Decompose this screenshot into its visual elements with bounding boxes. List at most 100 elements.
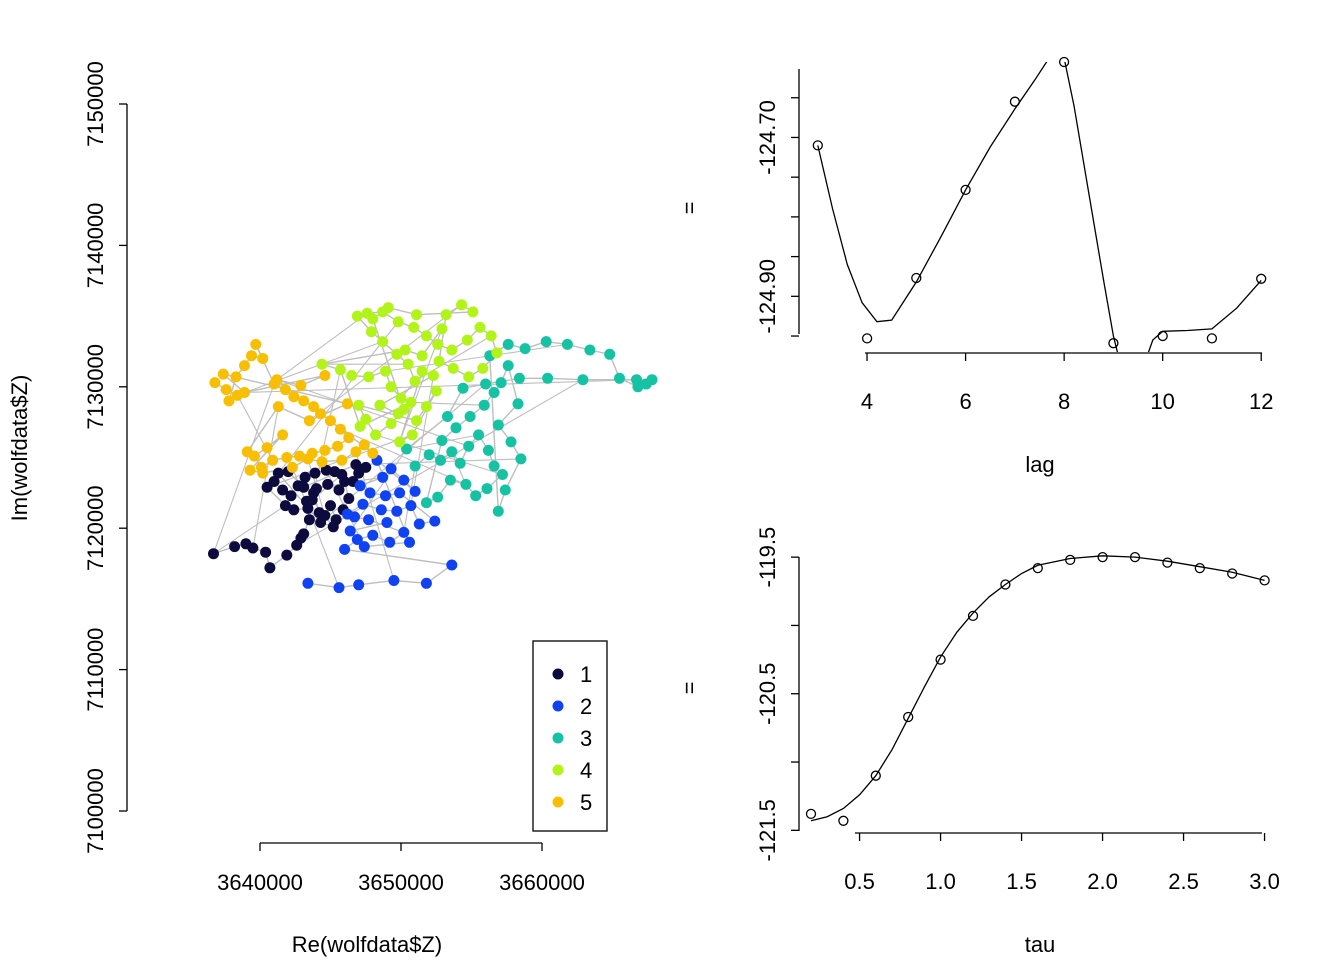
wolf-location-point-1 bbox=[327, 521, 339, 533]
wolf-location-point-2 bbox=[420, 577, 432, 589]
wolf-location-point-4 bbox=[411, 309, 422, 321]
wolf-location-point-5 bbox=[281, 452, 293, 463]
wolf-location-point-4 bbox=[463, 371, 475, 383]
wolf-location-point-1 bbox=[302, 502, 314, 514]
wolf-location-point-4 bbox=[367, 313, 379, 325]
wolf-location-point-1 bbox=[285, 490, 297, 502]
wolf-location-point-1 bbox=[299, 471, 311, 483]
wolf-location-point-5 bbox=[239, 387, 250, 398]
wolf-location-point-4 bbox=[409, 375, 421, 387]
wolf-location-point-1 bbox=[322, 478, 334, 490]
tau-y-tick-label: -120.5 bbox=[755, 663, 780, 725]
wolf-location-point-3 bbox=[488, 460, 500, 472]
scatter-x-tick-label: 3650000 bbox=[358, 870, 444, 895]
movement-link bbox=[414, 335, 492, 382]
wolf-location-point-4 bbox=[408, 321, 420, 333]
wolf-location-point-5 bbox=[332, 440, 344, 452]
tau-x-tick-label: 0.5 bbox=[844, 869, 875, 894]
lag-x-tick-label: 12 bbox=[1249, 389, 1273, 414]
wolf-location-point-1 bbox=[298, 528, 310, 540]
scatter-y-tick-label: 7100000 bbox=[83, 768, 108, 854]
wolf-location-point-4 bbox=[395, 392, 407, 404]
wolf-location-point-4 bbox=[433, 355, 445, 367]
wolf-location-point-1 bbox=[350, 459, 362, 471]
movement-link bbox=[212, 383, 275, 554]
wolf-location-point-3 bbox=[492, 419, 504, 431]
wolf-location-point-4 bbox=[420, 330, 432, 342]
wolf-location-point-3 bbox=[444, 474, 456, 486]
lag-data-point bbox=[861, 333, 873, 344]
wolf-location-point-1 bbox=[303, 514, 315, 526]
wolf-location-point-3 bbox=[497, 469, 508, 480]
wolf-location-point-2 bbox=[353, 579, 365, 591]
movement-link bbox=[410, 375, 434, 506]
wolf-location-point-1 bbox=[229, 541, 241, 553]
wolf-location-point-4 bbox=[351, 310, 363, 322]
tau-data-point bbox=[935, 654, 946, 665]
wolf-location-point-5 bbox=[272, 401, 284, 413]
lag-plot-panel: 4 6 8 10 12 -124.70 -124.90 lag = bbox=[677, 56, 1273, 477]
wolf-location-point-4 bbox=[461, 334, 473, 346]
lag-x-tick-label: 10 bbox=[1150, 389, 1174, 414]
wolf-location-point-2 bbox=[344, 525, 356, 537]
wolf-location-point-5 bbox=[279, 384, 291, 396]
wolf-location-point-5 bbox=[250, 338, 262, 350]
wolf-location-point-5 bbox=[367, 447, 379, 459]
wolf-location-point-3 bbox=[470, 490, 482, 502]
wolf-location-point-2 bbox=[409, 485, 421, 497]
wolf-location-point-4 bbox=[316, 358, 328, 370]
scatter-x-tick-label: 3660000 bbox=[499, 870, 585, 895]
wolf-location-point-4 bbox=[382, 302, 394, 314]
lag-curve bbox=[817, 62, 1262, 352]
wolf-location-point-3 bbox=[488, 387, 500, 398]
wolf-location-point-1 bbox=[261, 481, 273, 493]
scatter-y-tick-label: 7110000 bbox=[83, 628, 108, 712]
wolf-location-point-4 bbox=[392, 408, 404, 420]
movement-link bbox=[276, 312, 368, 381]
wolf-location-point-2 bbox=[404, 536, 415, 548]
legend-label-3: 3 bbox=[580, 726, 592, 751]
tau-data-point bbox=[870, 770, 881, 781]
movement-path-5 bbox=[214, 344, 374, 474]
scatter-y-tick-label: 7130000 bbox=[83, 344, 108, 430]
wolf-location-point-3 bbox=[584, 344, 596, 356]
scatter-y-ticks: 7100000 7110000 7120000 7130000 7140000 71500… bbox=[83, 61, 127, 854]
scatter-x-tick-label: 3640000 bbox=[217, 870, 303, 895]
lag-data-point bbox=[1108, 338, 1119, 349]
wolf-location-point-3 bbox=[480, 378, 492, 390]
wolf-location-point-4 bbox=[392, 316, 404, 328]
wolf-location-point-4 bbox=[477, 362, 489, 374]
wolf-location-point-1 bbox=[272, 467, 284, 479]
wolf-location-point-4 bbox=[370, 429, 382, 441]
wolf-location-point-4 bbox=[436, 323, 448, 335]
lag-data-point bbox=[812, 140, 823, 151]
wolf-location-point-2 bbox=[398, 526, 410, 538]
scatter-y-tick-label: 7150000 bbox=[83, 61, 108, 147]
wolf-location-point-1 bbox=[343, 493, 355, 504]
tau-data-point bbox=[1129, 551, 1141, 563]
wolf-location-point-1 bbox=[315, 517, 327, 528]
wolf-location-point-3 bbox=[446, 446, 458, 458]
wolf-location-point-1 bbox=[360, 461, 372, 473]
wolf-location-point-4 bbox=[354, 420, 366, 432]
movement-link bbox=[403, 465, 416, 533]
legend-marker-2 bbox=[552, 700, 564, 712]
tau-x-tick-label: 2.0 bbox=[1087, 869, 1118, 894]
wolf-location-point-3 bbox=[499, 484, 511, 496]
wolf-location-point-2 bbox=[413, 518, 425, 530]
tau-x-tick-label: 2.5 bbox=[1168, 869, 1199, 894]
wolf-location-point-3 bbox=[423, 449, 435, 461]
wolf-location-point-5 bbox=[325, 415, 336, 427]
wolf-location-point-5 bbox=[220, 384, 232, 396]
wolf-location-point-1 bbox=[325, 500, 336, 512]
wolf-location-point-5 bbox=[319, 444, 331, 456]
tau-x-tick-label: 1.5 bbox=[1006, 869, 1037, 894]
wolf-location-point-3 bbox=[478, 399, 490, 411]
wolf-location-point-3 bbox=[492, 505, 504, 517]
lag-data-point bbox=[911, 272, 922, 284]
wolf-location-point-5 bbox=[286, 461, 298, 473]
wolf-location-point-4 bbox=[405, 396, 417, 408]
wolf-location-point-5 bbox=[336, 454, 348, 466]
scatter-y-axis-title: Im(wolfdata$Z) bbox=[7, 375, 32, 522]
